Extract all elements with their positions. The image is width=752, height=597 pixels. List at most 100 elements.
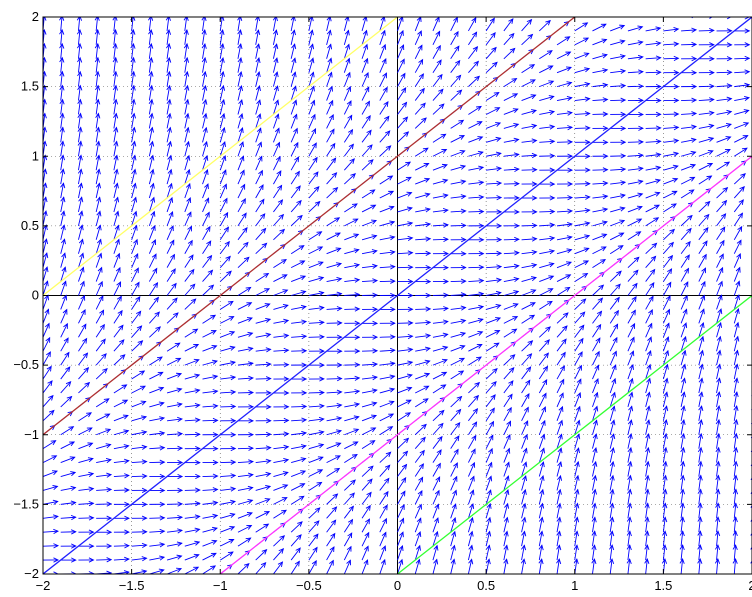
field-arrow [379,531,387,547]
field-arrow [486,250,503,256]
field-arrow [415,306,432,312]
field-arrow [432,292,449,298]
y-tick-label: −2 [24,566,39,581]
field-arrow [698,308,705,324]
field-arrow [397,235,414,242]
field-arrow [627,460,633,477]
field-arrow [450,292,467,298]
field-arrow [113,281,122,296]
field-arrow [255,549,268,561]
field-arrow [326,334,343,340]
field-arrow [538,447,546,463]
field-arrow [273,113,280,129]
field-arrow [715,502,721,519]
field-arrow [414,517,422,533]
field-arrow [627,139,644,145]
field-arrow [361,249,378,255]
field-arrow [77,98,83,115]
field-arrow [291,348,308,354]
field-arrow [521,544,527,561]
field-arrow [59,28,65,45]
field-arrow [202,314,217,324]
field-arrow [308,390,325,396]
field-arrow [662,488,668,505]
field-arrow [539,65,554,74]
field-arrow [148,253,157,268]
field-arrow [148,168,155,185]
field-arrow [450,194,467,200]
field-arrow [255,99,262,115]
field-arrow [148,239,157,254]
field-arrow [716,56,733,62]
field-arrow [131,140,137,157]
field-arrow [343,43,351,59]
field-arrow [308,200,321,213]
field-arrow [468,434,477,449]
field-arrow [255,303,271,310]
field-arrow [113,444,130,450]
field-arrow [662,516,668,533]
field-arrow [679,502,685,519]
field-arrow [627,179,644,185]
field-arrow [60,17,62,18]
solution-curves [43,17,752,574]
field-arrow [184,298,197,310]
field-arrow [432,530,439,547]
field-arrow [467,448,476,463]
field-arrow [255,523,270,533]
field-arrow [697,544,703,561]
field-arrow [645,17,648,18]
field-arrow [148,196,156,213]
field-arrow [290,547,301,561]
field-arrow [574,247,590,255]
field-arrow [59,154,65,171]
field-arrow [361,531,370,547]
field-arrow [202,374,219,380]
field-arrow [698,226,709,241]
field-arrow [96,472,113,478]
field-arrow [184,168,191,185]
field-arrow [486,209,503,215]
field-arrow [166,42,172,59]
field-arrow [326,99,334,115]
field-arrow [644,474,650,491]
field-arrow [220,345,236,352]
field-arrow [415,346,431,352]
field-arrow [308,85,315,101]
field-arrow [237,537,252,547]
field-arrow [255,57,261,73]
field-arrow [486,277,503,283]
field-arrow [467,461,476,477]
field-arrow [450,462,458,477]
field-arrow [414,436,426,449]
x-tick-label: −0.5 [296,578,322,593]
field-arrow [556,325,568,338]
field-arrow [503,380,514,394]
field-arrow [184,473,201,480]
field-arrow [237,56,243,73]
field-arrow [521,340,534,352]
field-arrow [220,459,237,465]
field-arrow [290,260,306,269]
field-arrow [60,252,67,268]
field-arrow [166,387,183,394]
field-arrow [184,388,201,394]
field-arrow [308,246,324,255]
field-arrow [574,181,591,187]
field-arrow [645,26,662,32]
field-arrow [43,308,50,324]
field-arrow [255,404,272,410]
field-arrow [609,460,615,477]
field-arrow [503,447,511,463]
field-arrow [219,56,225,73]
field-arrow [131,459,148,465]
field-arrow [538,19,551,32]
field-arrow [60,238,66,254]
field-arrow [255,227,267,241]
field-arrow [131,196,138,213]
field-arrow [467,489,475,505]
field-arrow [202,539,218,547]
field-arrow [60,337,69,352]
field-arrow [627,152,644,159]
field-arrow [361,100,370,115]
